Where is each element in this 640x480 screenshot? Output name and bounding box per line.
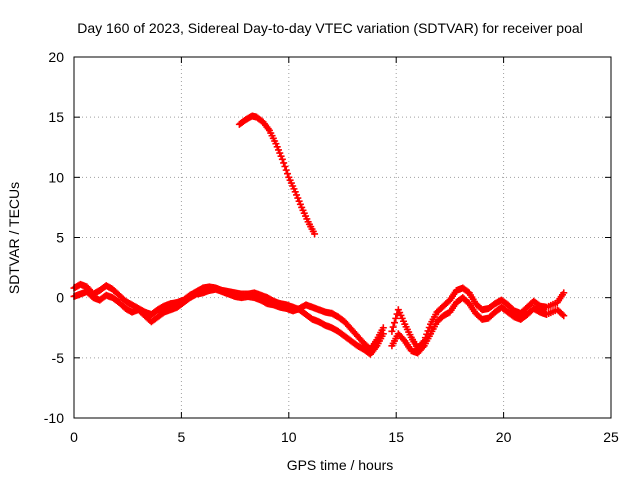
data-point [560,312,568,320]
data-point-fill [281,163,289,171]
series-track_d [388,294,568,357]
data-point [379,324,387,332]
y-axis-label: SDTVAR / TECUs [6,182,22,294]
data-point-fill [389,323,397,331]
x-tick-label: 5 [178,429,186,445]
x-tick-label: 20 [496,429,512,445]
y-tick-label: 0 [56,290,64,306]
x-tick-label: 0 [70,429,78,445]
series-upper_track [235,112,319,238]
x-tick-label: 15 [388,429,404,445]
series-track_b [70,285,387,353]
y-tick-label: -5 [52,350,65,366]
data-layer [70,112,568,358]
grid-layer [74,57,611,418]
data-point [278,155,286,163]
data-point-fill [284,170,292,178]
x-tick-label: 10 [281,429,297,445]
series-track_c [388,284,568,352]
data-point-fill [419,343,427,351]
x-tick-label: 25 [603,429,619,445]
plot-frame [73,56,612,419]
data-point [560,289,568,297]
data-point-fill [558,311,566,319]
y-tick-label: 5 [56,230,64,246]
y-tick-label: 20 [48,49,64,65]
y-tick-label: 10 [48,169,64,185]
data-point [388,327,396,335]
x-axis-label: GPS time / hours [287,457,394,473]
data-point [311,230,319,238]
data-point-fill [392,314,400,322]
y-tick-label: -10 [44,410,64,426]
tick-label-layer: 0 5 10 15 20 25 -10 -5 0 5 10 15 20 [44,49,619,445]
data-point-fill [425,324,433,332]
data-point-fill [390,319,398,327]
y-tick-label: 15 [48,109,64,125]
data-point-fill [280,159,288,167]
chart-title: Day 160 of 2023, Sidereal Day-to-day VTE… [77,20,583,36]
data-point-fill [282,166,290,174]
